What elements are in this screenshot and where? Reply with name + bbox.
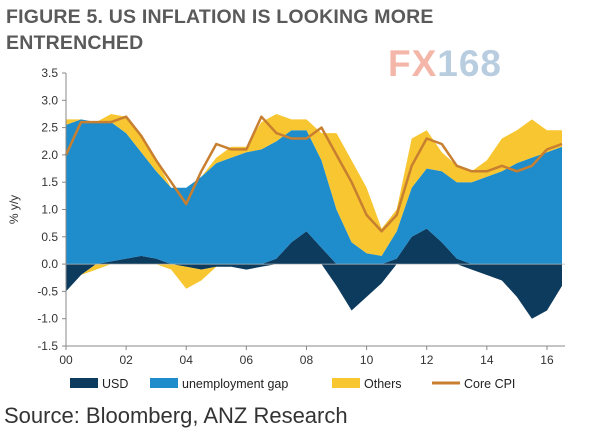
y-tick-label: 3.0 xyxy=(41,93,58,107)
usd-negative-area xyxy=(66,264,562,319)
logo-fx-text: FX xyxy=(388,43,438,84)
core-cpi-line xyxy=(64,115,563,233)
x-tick-label: 14 xyxy=(480,353,494,367)
y-axis-label: % y/y xyxy=(7,195,21,224)
x-tick-label: 16 xyxy=(540,353,554,367)
chart-title: FIGURE 5. US INFLATION IS LOOKING MORE E… xyxy=(6,6,434,54)
y-tick-label: 0.0 xyxy=(41,257,58,271)
area-layer xyxy=(66,114,562,319)
x-tick-label: 08 xyxy=(300,353,314,367)
others-negative-area xyxy=(66,264,562,319)
y-tick-label: -1.5 xyxy=(37,339,58,353)
legend-label: Core CPI xyxy=(464,377,515,391)
y-tick-label: 3.5 xyxy=(41,66,58,80)
source-note: Source: Bloomberg, ANZ Research xyxy=(4,403,348,428)
x-tick-label: 04 xyxy=(180,353,194,367)
y-tick-label: 0.5 xyxy=(41,230,58,244)
y-tick-label: 1.0 xyxy=(41,203,58,217)
legend-layer: USD unemployment gap Others Core CPI xyxy=(70,377,515,391)
legend-swatch xyxy=(150,378,178,388)
legend-label: USD xyxy=(102,377,128,391)
x-tick-label: 12 xyxy=(420,353,434,367)
inflation-chart: 3.5 3.0 2.5 2.0 1.5 1.0 0.5 0.0 -0.5 -1.0 -1.500 02… xyxy=(7,66,565,391)
y-tick-label: 1.5 xyxy=(41,175,58,189)
legend-swatch xyxy=(70,378,98,388)
fx168-logo: FX168 xyxy=(388,44,502,84)
logo-number-text: 168 xyxy=(437,43,503,84)
x-tick-label: 10 xyxy=(360,353,374,367)
usd-positive-area xyxy=(66,228,562,265)
axes-layer: 3.5 3.0 2.5 2.0 1.5 1.0 0.5 0.0 -0.5 -1.0 -1.500 02… xyxy=(7,66,565,367)
others-positive-area xyxy=(66,114,562,256)
y-tick-label: 2.5 xyxy=(41,121,58,135)
x-tick-label: 00 xyxy=(59,353,73,367)
x-tick-label: 06 xyxy=(240,353,254,367)
legend-swatch xyxy=(332,378,360,388)
line-layer xyxy=(64,115,563,233)
y-tick-label: -1.0 xyxy=(37,312,58,326)
unemployment-gap-area xyxy=(66,119,562,265)
legend-label: Others xyxy=(364,377,402,391)
y-tick-label: -0.5 xyxy=(37,284,58,298)
x-tick-label: 02 xyxy=(119,353,133,367)
legend-label: unemployment gap xyxy=(182,377,288,391)
y-tick-label: 2.0 xyxy=(41,148,58,162)
